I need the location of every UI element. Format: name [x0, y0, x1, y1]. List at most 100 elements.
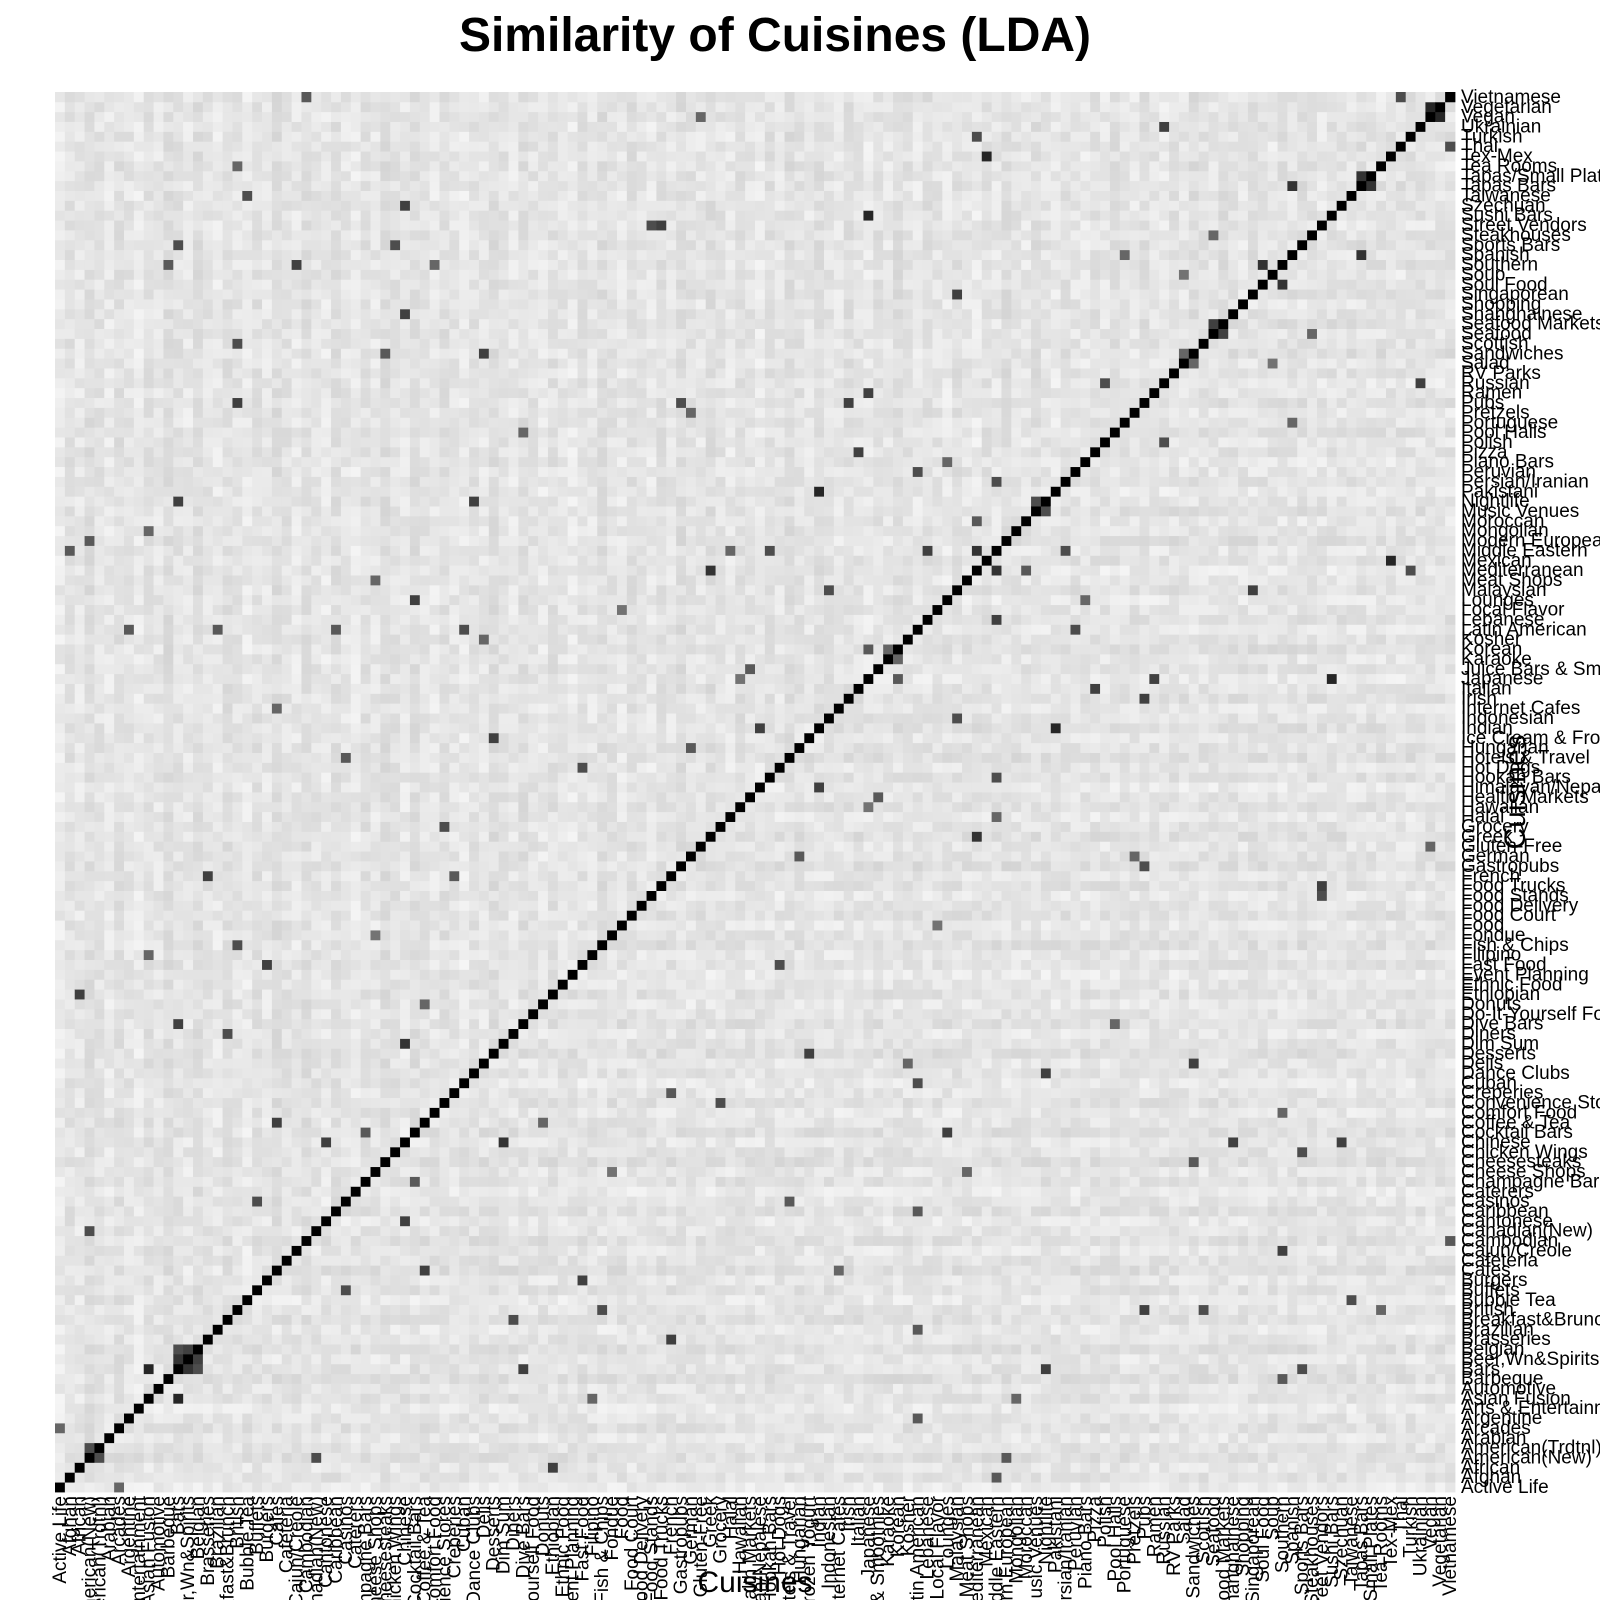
heatmap-cell: [163, 506, 174, 517]
heatmap-cell: [202, 1422, 214, 1434]
heatmap-cell: [281, 269, 293, 280]
heatmap-cell: [114, 722, 125, 734]
heatmap-cell: [390, 634, 401, 645]
heatmap-cell: [64, 476, 76, 487]
heatmap-cell: [104, 703, 115, 714]
heatmap-cell: [114, 545, 125, 556]
heatmap-cell: [321, 614, 332, 625]
heatmap-cell: [183, 792, 194, 803]
heatmap-cell: [94, 279, 105, 290]
heatmap-cell: [271, 782, 283, 793]
heatmap-cell: [163, 1068, 174, 1079]
heatmap-cell: [193, 1058, 204, 1069]
heatmap-cell: [291, 930, 302, 941]
heatmap-cell: [291, 348, 302, 359]
heatmap-cell: [212, 210, 224, 221]
heatmap-cell: [281, 969, 293, 980]
heatmap-cell: [380, 446, 391, 458]
heatmap-cell: [74, 1196, 85, 1207]
heatmap-cell: [311, 575, 322, 586]
heatmap-cell: [114, 703, 125, 714]
heatmap-cell: [242, 1363, 253, 1375]
heatmap-cell: [301, 644, 312, 655]
heatmap-cell: [212, 900, 224, 911]
heatmap-cell: [380, 1265, 391, 1276]
heatmap-cell: [242, 1383, 253, 1394]
heatmap-cell: [340, 910, 352, 921]
heatmap-cell: [173, 1275, 184, 1286]
heatmap-cell: [183, 673, 194, 684]
heatmap-cell: [55, 634, 66, 645]
heatmap-cell: [193, 841, 204, 852]
heatmap-cell: [242, 782, 253, 793]
heatmap-cell: [291, 614, 302, 625]
heatmap-cell: [74, 772, 85, 783]
heatmap-cell: [222, 299, 233, 310]
heatmap-cell: [321, 1137, 332, 1148]
heatmap-cell: [114, 1225, 125, 1237]
heatmap-cell: [193, 1304, 204, 1315]
heatmap-cell: [173, 949, 184, 961]
heatmap-cell: [94, 1265, 105, 1276]
heatmap-cell: [390, 1087, 401, 1099]
heatmap-cell: [390, 870, 401, 882]
heatmap-cell: [291, 1442, 302, 1453]
heatmap-cell: [390, 565, 401, 576]
heatmap-cell: [133, 920, 145, 931]
heatmap-cell: [64, 121, 76, 132]
heatmap-cell: [222, 1068, 233, 1079]
heatmap-cell: [390, 644, 401, 655]
heatmap-cell: [64, 1028, 76, 1039]
heatmap-cell: [64, 279, 76, 290]
heatmap-cell: [64, 624, 76, 635]
heatmap-cell: [380, 368, 391, 379]
heatmap-cell: [153, 644, 164, 655]
heatmap-cell: [114, 1028, 125, 1039]
heatmap-cell: [163, 792, 174, 803]
heatmap-cell: [104, 1235, 115, 1246]
heatmap-cell: [301, 1275, 312, 1286]
heatmap-cell: [360, 604, 371, 615]
heatmap-cell: [183, 210, 194, 221]
heatmap-cell: [281, 180, 293, 191]
heatmap-cell: [262, 318, 273, 330]
heatmap-cell: [291, 545, 302, 556]
heatmap-cell: [311, 111, 322, 122]
heatmap-cell: [104, 920, 115, 931]
heatmap-cell: [242, 239, 253, 251]
heatmap-cell: [94, 456, 105, 468]
heatmap-cell: [114, 466, 125, 477]
heatmap-cell: [262, 131, 273, 142]
heatmap-cell: [370, 1077, 381, 1089]
heatmap-cell: [340, 792, 352, 803]
heatmap-cell: [153, 456, 164, 468]
heatmap-cell: [173, 732, 184, 744]
heatmap-cell: [193, 1068, 204, 1079]
heatmap-cell: [133, 959, 145, 970]
heatmap-cell: [193, 792, 204, 803]
heatmap-cell: [252, 249, 263, 261]
heatmap-cell: [64, 377, 76, 389]
heatmap-cell: [271, 930, 283, 941]
heatmap-cell: [153, 506, 164, 517]
heatmap-cell: [340, 466, 352, 477]
heatmap-cell: [370, 1442, 381, 1453]
heatmap-cell: [202, 1206, 214, 1217]
heatmap-cell: [390, 161, 401, 172]
heatmap-cell: [340, 308, 352, 320]
heatmap-cell: [281, 1235, 293, 1246]
heatmap-cell: [271, 1137, 283, 1148]
heatmap-cell: [252, 190, 263, 201]
heatmap-cell: [64, 368, 76, 379]
heatmap-cell: [222, 1038, 233, 1049]
heatmap-cell: [242, 801, 253, 813]
heatmap-cell: [94, 634, 105, 645]
heatmap-cell: [301, 427, 312, 438]
heatmap-cell: [84, 269, 95, 280]
heatmap-cell: [193, 752, 204, 763]
heatmap-cell: [232, 939, 243, 951]
heatmap-cell: [84, 1265, 95, 1276]
heatmap-cell: [252, 279, 263, 290]
heatmap-cell: [360, 1166, 371, 1177]
heatmap-cell: [104, 545, 115, 556]
